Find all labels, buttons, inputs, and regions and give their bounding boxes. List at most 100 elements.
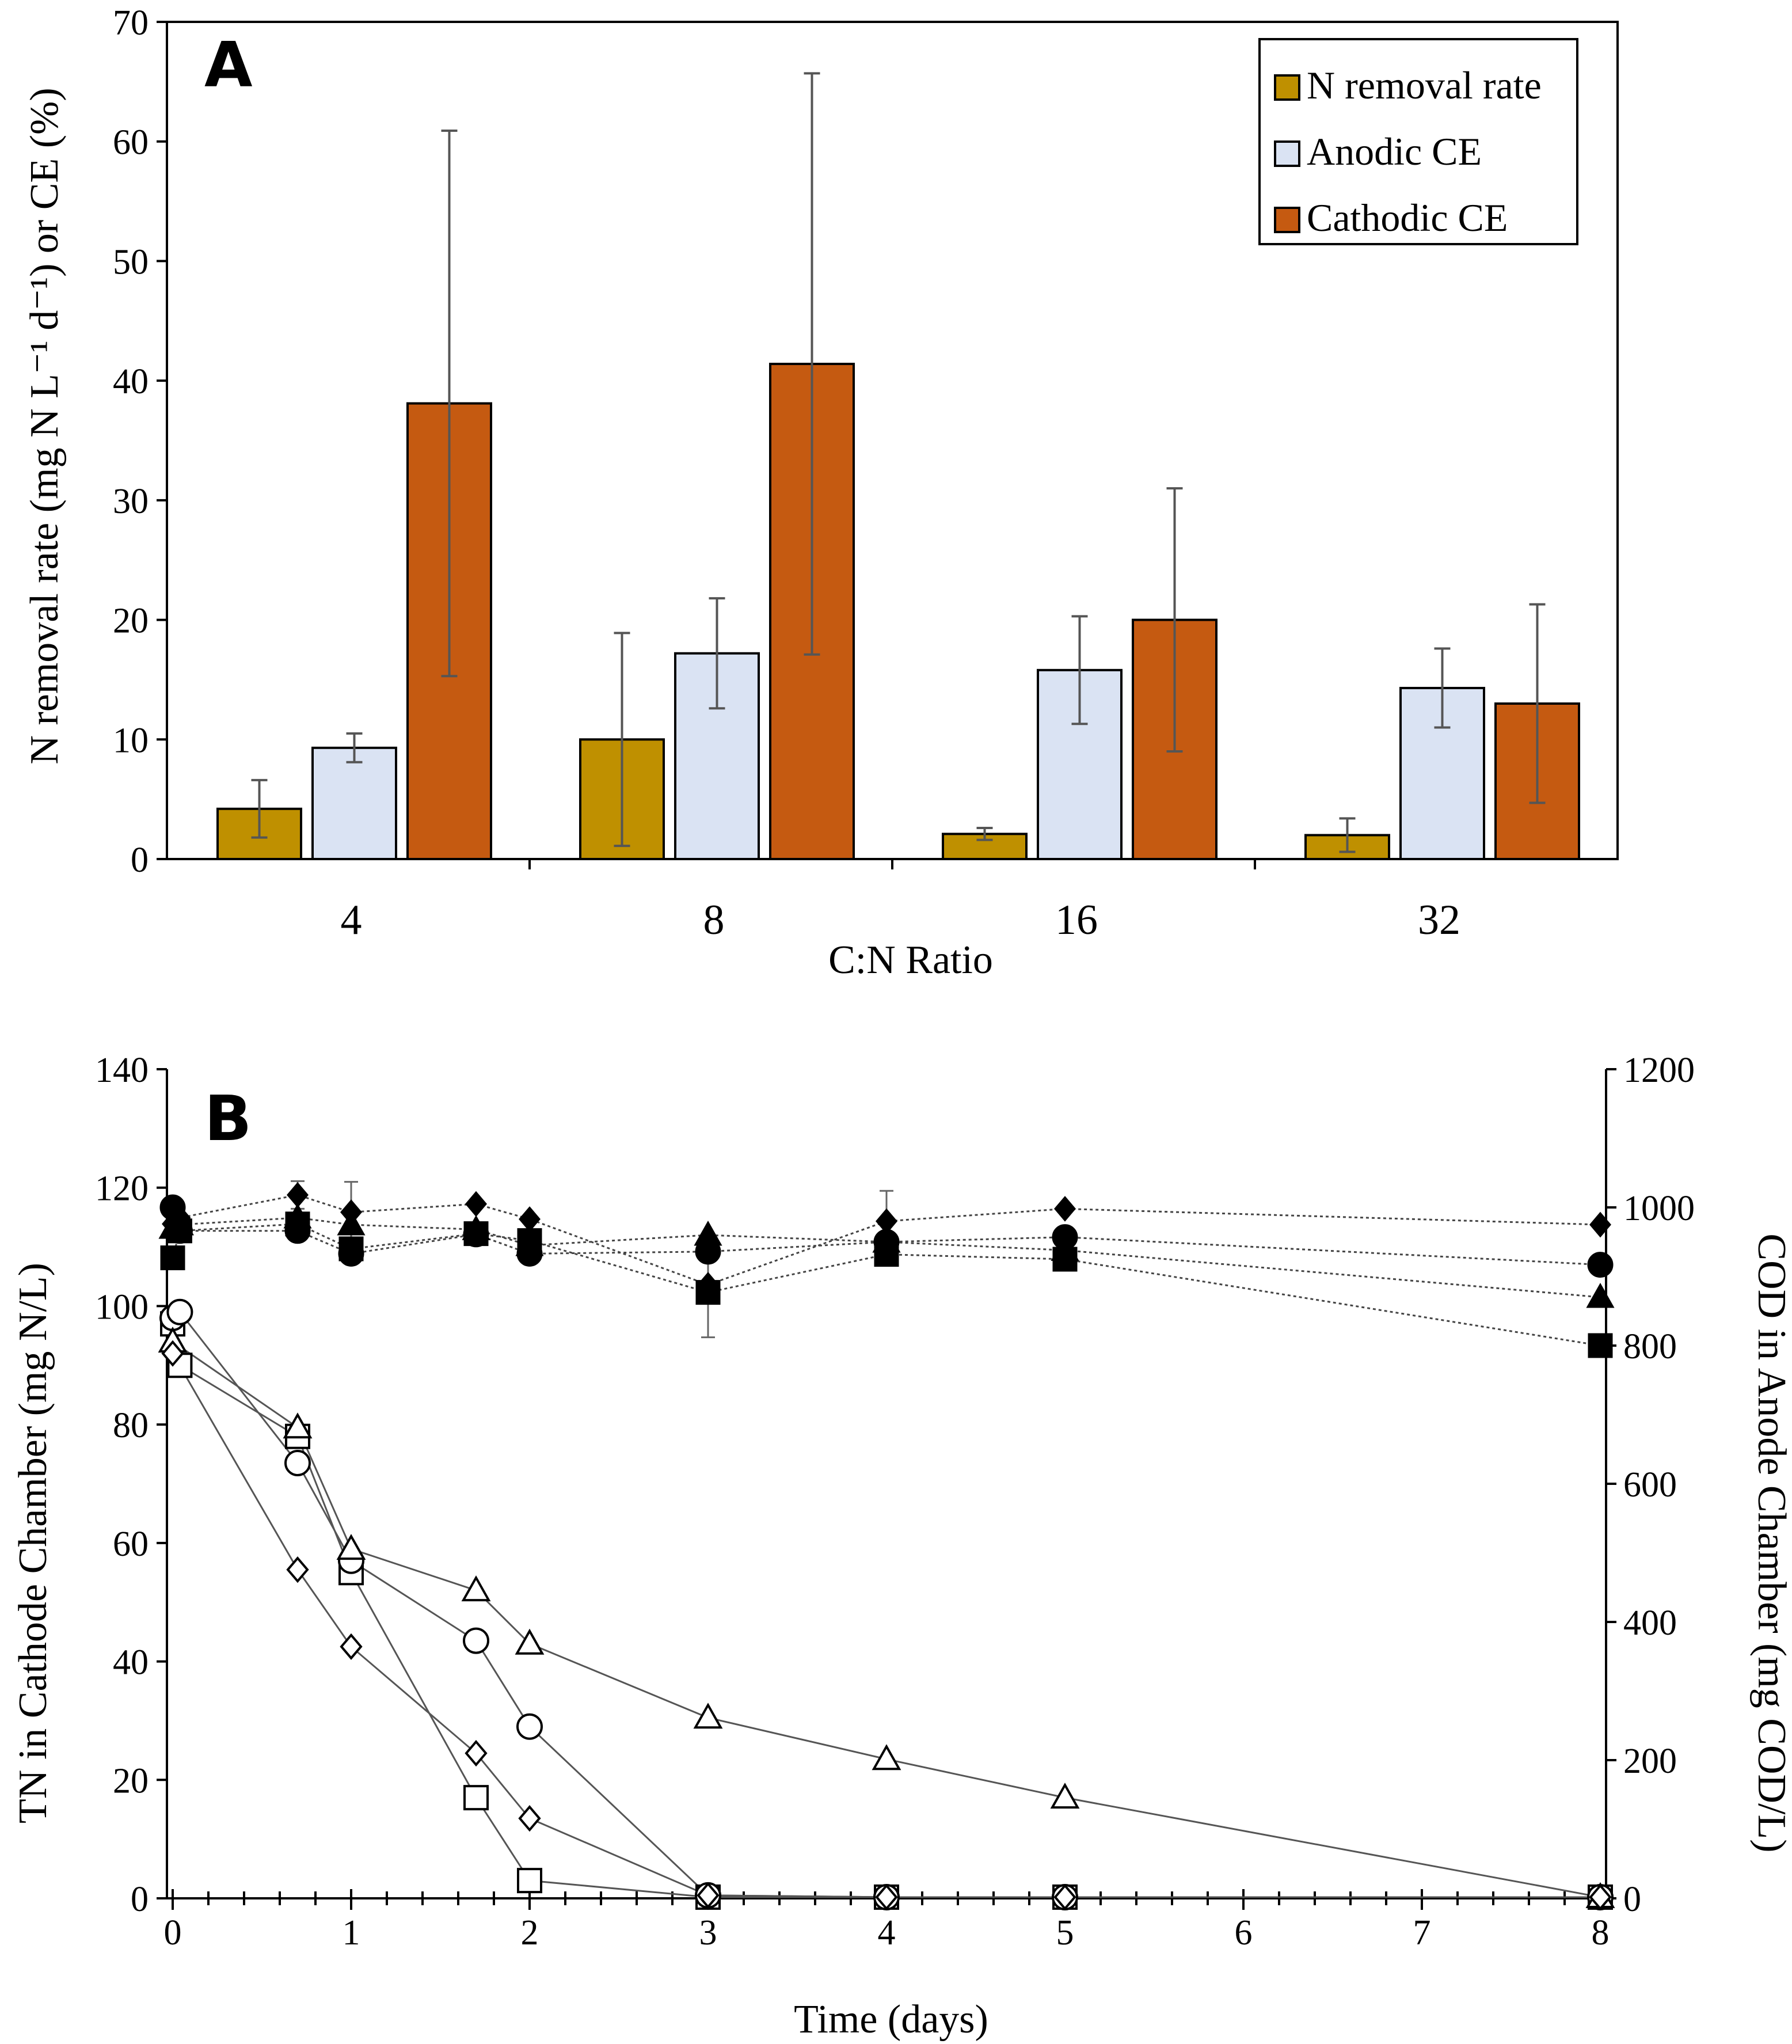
tn-point-triangle — [693, 1703, 723, 1729]
y-tick-label-a: 50 — [113, 242, 149, 282]
cod-point-diamond-filled — [169, 1205, 191, 1231]
y-tick-label-right-b: 1200 — [1623, 1051, 1695, 1090]
tn-line-diamond — [172, 1352, 1600, 1898]
y-axis-title-left-b: TN in Cathode Chamber (mg N/L) — [11, 1263, 55, 1823]
cod-point-diamond-filled — [876, 1208, 897, 1234]
legend-label: Anodic CE — [1307, 130, 1482, 173]
cod-point-triangle-filled — [694, 1220, 722, 1246]
tn-point-circle — [284, 1450, 311, 1476]
tn-point-square — [517, 1868, 542, 1894]
tn-point-triangle — [336, 1534, 366, 1560]
panel-b-label: B — [204, 1083, 252, 1155]
x-tick-label-b: 5 — [1056, 1913, 1074, 1952]
tn-point-triangle — [283, 1412, 313, 1439]
y-tick-label-right-b: 600 — [1623, 1465, 1677, 1504]
cod-point-triangle-filled — [283, 1203, 312, 1229]
tn-point-diamond — [340, 1633, 363, 1660]
tn-line-square — [172, 1324, 1600, 1898]
cod-point-triangle-filled — [1586, 1282, 1615, 1308]
cod-point-circle-filled — [338, 1240, 364, 1267]
y-tick-label-a: 0 — [131, 841, 149, 880]
tn-point-diamond — [465, 1739, 488, 1767]
tn-line-circle — [172, 1310, 1600, 1898]
cod-point-square-filled — [160, 1245, 185, 1271]
x-axis-title-b: Time (days) — [794, 1997, 988, 2042]
bar-anodic-ce — [311, 746, 397, 860]
x-tick-label-a: 16 — [1055, 896, 1098, 944]
x-tick-label-b: 2 — [521, 1913, 539, 1952]
panel-a-label: A — [204, 29, 253, 101]
tn-point-diamond — [1053, 1883, 1076, 1911]
y-tick-label-a: 20 — [113, 602, 149, 641]
y-tick-label-a: 60 — [113, 123, 149, 162]
y-tick-label-left-b: 20 — [113, 1761, 149, 1800]
legend-swatch — [1274, 140, 1300, 167]
tn-point-diamond — [697, 1882, 720, 1909]
y-tick-label-right-b: 1000 — [1623, 1189, 1695, 1228]
tn-point-diamond — [286, 1556, 309, 1583]
tn-point-triangle — [872, 1744, 901, 1771]
cod-point-diamond-filled — [1589, 1211, 1611, 1238]
x-tick-label-a: 4 — [341, 896, 362, 944]
y-tick-label-right-b: 200 — [1623, 1742, 1677, 1781]
y-tick-label-a: 70 — [113, 3, 149, 43]
tn-point-diamond — [1589, 1883, 1612, 1911]
cod-point-triangle-filled — [462, 1215, 490, 1240]
x-tick-label-b: 4 — [878, 1913, 896, 1952]
x-tick-label-b: 8 — [1592, 1913, 1610, 1952]
cod-point-circle-filled — [1587, 1252, 1614, 1278]
x-tick-label-b: 7 — [1413, 1913, 1431, 1952]
y-tick-label-left-b: 80 — [113, 1406, 149, 1445]
panel-a: A 0 10 20 30 40 50 60 70 4 8 16 32 N removal rate An… — [22, 3, 1619, 982]
cod-point-triangle-filled — [515, 1230, 544, 1256]
legend-swatch — [1274, 74, 1300, 101]
y-tick-label-right-b: 800 — [1623, 1327, 1677, 1366]
y-tick-label-a: 10 — [113, 721, 149, 760]
legend-label: N removal rate — [1307, 63, 1542, 107]
cod-line-triangle-filled — [172, 1217, 1601, 1298]
cod-point-diamond-filled — [465, 1191, 487, 1217]
tn-point-diamond — [518, 1805, 541, 1832]
y-tick-label-a: 30 — [113, 482, 149, 521]
legend-label: Cathodic CE — [1307, 196, 1508, 240]
cod-line-circle-filled — [172, 1207, 1601, 1266]
y-tick-label-left-b: 40 — [113, 1643, 149, 1682]
cod-point-diamond-filled — [519, 1206, 541, 1232]
cod-point-square-filled — [1588, 1333, 1613, 1358]
panel-b: B 02040608010012014002004006008001000120… — [11, 1051, 1792, 2042]
y-tick-label-left-b: 100 — [95, 1287, 149, 1327]
tn-point-triangle — [461, 1575, 491, 1602]
cod-point-triangle-filled — [1051, 1236, 1079, 1261]
y-axis-title-right-b: COD in Anode Chamber (mg COD/L) — [1749, 1233, 1792, 1852]
bar-anodic-ce — [674, 652, 760, 861]
tn-point-square — [463, 1785, 489, 1811]
y-tick-label-right-b: 0 — [1623, 1880, 1641, 1919]
tn-point-circle — [166, 1298, 193, 1325]
tn-point-circle — [516, 1713, 543, 1740]
y-tick-label-left-b: 140 — [95, 1051, 149, 1090]
cod-point-diamond-filled — [1054, 1196, 1076, 1222]
legend-a — [1258, 38, 1578, 245]
x-tick-label-a: 8 — [703, 896, 725, 944]
x-tick-label-b: 0 — [164, 1913, 182, 1952]
cod-line-square-filled — [172, 1223, 1601, 1347]
tn-point-diamond — [875, 1883, 898, 1911]
y-tick-label-right-b: 400 — [1623, 1604, 1677, 1643]
x-tick-label-a: 32 — [1418, 896, 1460, 944]
x-axis-title-a: C:N Ratio — [828, 938, 993, 982]
cod-point-diamond-filled — [340, 1199, 362, 1225]
y-tick-label-left-b: 0 — [131, 1880, 149, 1919]
x-tick-label-b: 3 — [699, 1913, 717, 1952]
y-tick-label-a: 40 — [113, 362, 149, 401]
cod-point-diamond-filled — [287, 1182, 309, 1208]
tn-point-triangle — [515, 1628, 545, 1655]
cod-point-diamond-filled — [697, 1272, 719, 1298]
y-axis-title-a: N removal rate (mg N L⁻¹ d⁻¹) or CE (%) — [22, 88, 67, 764]
tn-line-triangle — [172, 1340, 1601, 1898]
tn-point-triangle — [1050, 1783, 1080, 1809]
x-tick-label-b: 6 — [1235, 1913, 1253, 1952]
y-tick-label-left-b: 60 — [113, 1525, 149, 1564]
tn-point-diamond — [161, 1340, 184, 1367]
cod-line-diamond-filled — [172, 1194, 1601, 1286]
